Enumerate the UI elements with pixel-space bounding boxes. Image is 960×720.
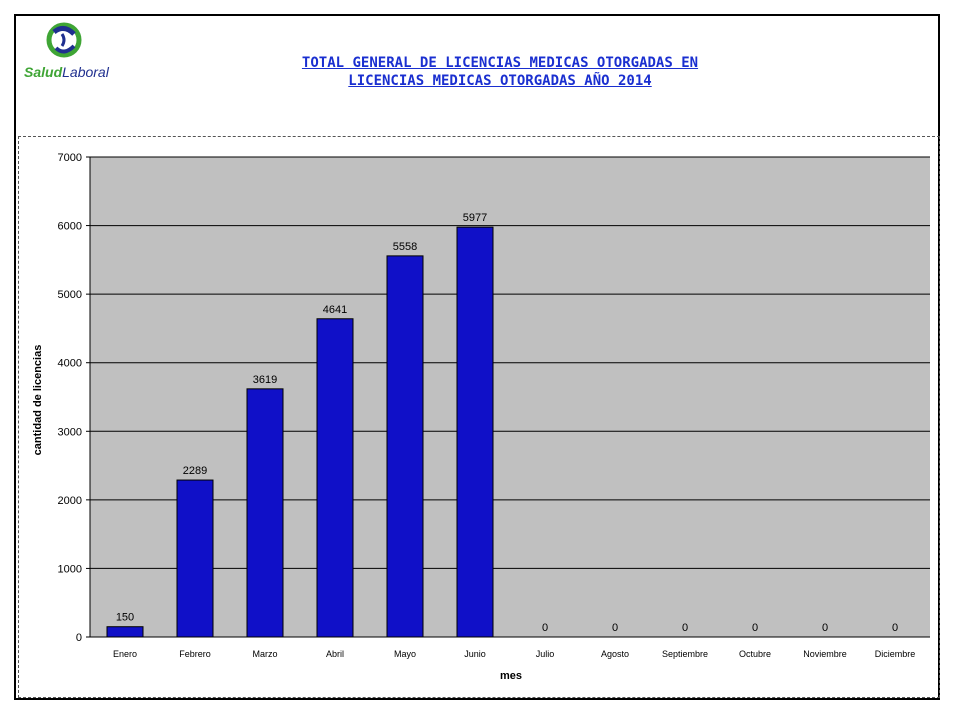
x-tick-label-junio: Junio xyxy=(464,649,486,659)
chart-container xyxy=(18,136,940,698)
y-tick-label: 6000 xyxy=(58,221,82,233)
data-label-febrero: 2289 xyxy=(183,465,207,477)
data-label-diciembre: 0 xyxy=(892,622,898,634)
y-tick-label: 0 xyxy=(76,632,82,644)
y-tick-label: 4000 xyxy=(58,358,82,370)
data-label-enero: 150 xyxy=(116,612,134,624)
logo-text-laboral: Laboral xyxy=(62,64,109,80)
y-tick-label: 3000 xyxy=(58,426,82,438)
bar-marzo xyxy=(246,388,284,638)
bar-mayo xyxy=(386,255,424,638)
x-tick-label-septiembre: Septiembre xyxy=(662,649,708,659)
bar-junio xyxy=(456,226,494,638)
y-tick-label: 5000 xyxy=(58,289,82,301)
y-axis-label: cantidad de licencias xyxy=(32,345,44,456)
plot-area xyxy=(90,157,930,637)
title-line-2[interactable]: LICENCIAS MEDICAS OTORGADAS AÑO 2014 xyxy=(348,73,652,89)
x-tick-label-mayo: Mayo xyxy=(394,649,416,659)
x-axis-label: mes xyxy=(500,670,522,682)
x-tick-label-diciembre: Diciembre xyxy=(875,649,916,659)
logo-text: SaludLaboral xyxy=(24,64,109,80)
x-tick-label-octubre: Octubre xyxy=(739,649,771,659)
bar-febrero xyxy=(176,479,214,638)
data-label-agosto: 0 xyxy=(612,622,618,634)
bar-abril xyxy=(316,318,354,638)
x-tick-label-abril: Abril xyxy=(326,649,344,659)
logo-swirl-icon xyxy=(46,22,82,58)
y-tick-label: 1000 xyxy=(58,563,82,575)
data-label-septiembre: 0 xyxy=(682,622,688,634)
bar-enero xyxy=(106,626,144,638)
y-tick-label: 2000 xyxy=(58,495,82,507)
data-label-noviembre: 0 xyxy=(822,622,828,634)
page-title[interactable]: TOTAL GENERAL DE LICENCIAS MEDICAS OTORG… xyxy=(160,54,840,90)
data-label-octubre: 0 xyxy=(752,622,758,634)
data-label-julio: 0 xyxy=(542,622,548,634)
x-tick-label-noviembre: Noviembre xyxy=(803,649,847,659)
x-tick-label-agosto: Agosto xyxy=(601,649,629,659)
data-label-marzo: 3619 xyxy=(253,374,277,386)
x-tick-label-marzo: Marzo xyxy=(252,649,277,659)
y-tick-label: 7000 xyxy=(58,152,82,164)
title-line-1[interactable]: TOTAL GENERAL DE LICENCIAS MEDICAS OTORG… xyxy=(301,55,699,71)
data-label-abril: 4641 xyxy=(323,304,347,316)
data-label-junio: 5977 xyxy=(463,212,487,224)
x-tick-label-febrero: Febrero xyxy=(179,649,211,659)
x-tick-label-julio: Julio xyxy=(536,649,555,659)
salud-laboral-logo xyxy=(26,20,116,84)
data-label-mayo: 5558 xyxy=(393,241,417,253)
x-tick-label-enero: Enero xyxy=(113,649,137,659)
logo-text-salud: Salud xyxy=(24,64,63,80)
